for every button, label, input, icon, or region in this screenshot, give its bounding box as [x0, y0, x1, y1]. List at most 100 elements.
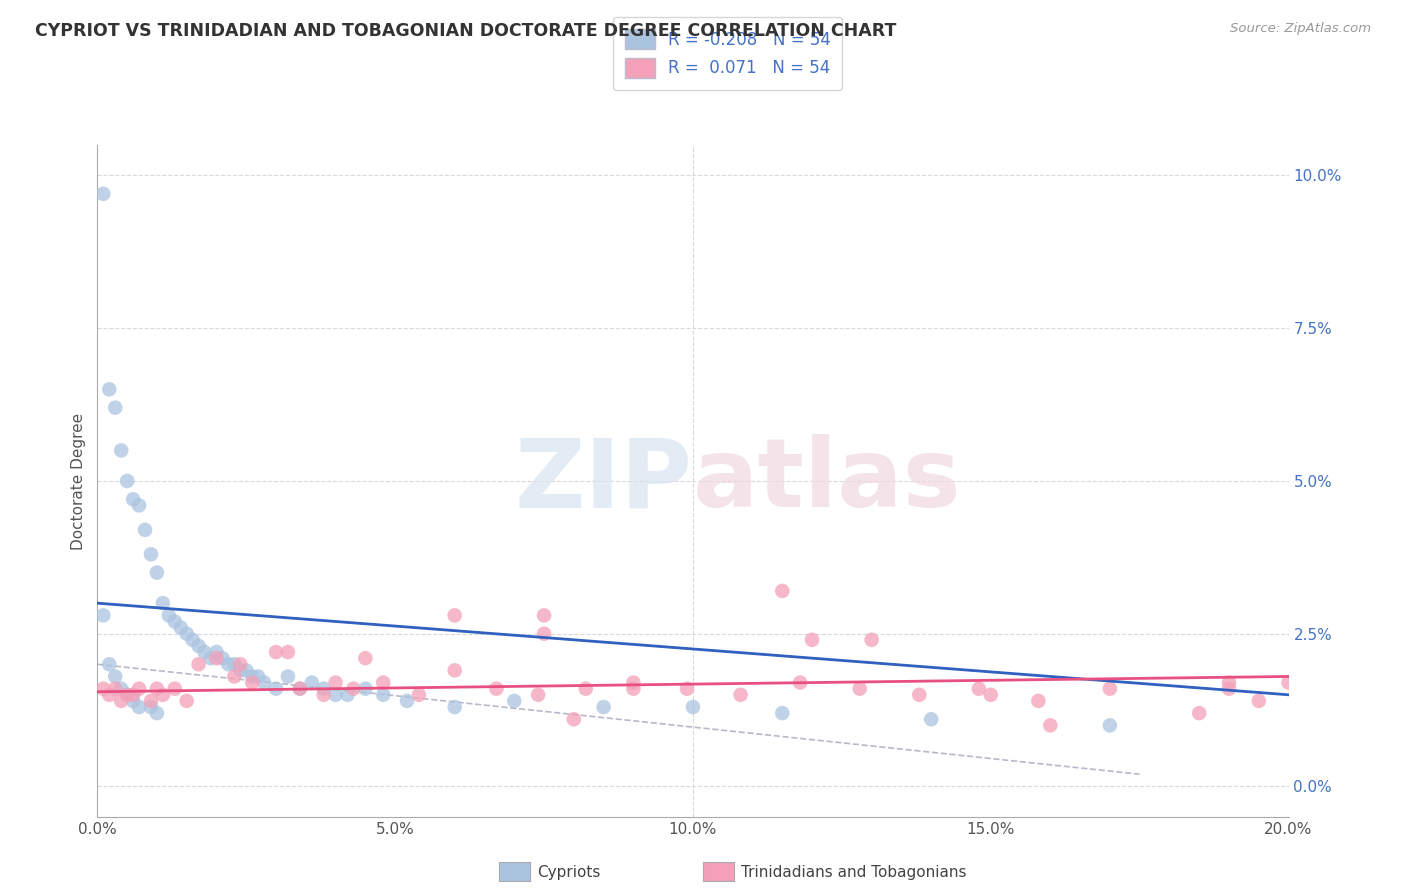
Point — [373, 688, 395, 702]
Legend: R = -0.208   N = 54, R =  0.071   N = 54: R = -0.208 N = 54, R = 0.071 N = 54 — [613, 17, 842, 89]
Point — [152, 596, 174, 610]
Point — [91, 608, 114, 623]
Point — [312, 688, 335, 702]
Point — [1247, 694, 1270, 708]
Point — [354, 651, 377, 665]
Point — [288, 681, 311, 696]
Point — [217, 657, 239, 672]
Point — [770, 706, 793, 720]
Text: atlas: atlas — [693, 434, 962, 527]
Point — [146, 706, 169, 720]
Point — [770, 583, 793, 598]
Point — [485, 681, 508, 696]
Point — [967, 681, 990, 696]
Point — [235, 664, 257, 678]
Point — [1098, 718, 1121, 732]
Point — [592, 700, 614, 714]
Point — [527, 688, 550, 702]
Text: Source: ZipAtlas.com: Source: ZipAtlas.com — [1230, 22, 1371, 36]
Point — [91, 681, 114, 696]
Point — [860, 632, 883, 647]
Point — [920, 712, 942, 726]
Point — [128, 681, 150, 696]
Point — [342, 681, 364, 696]
Point — [104, 669, 127, 683]
Point — [443, 700, 465, 714]
Point — [122, 694, 145, 708]
Point — [325, 688, 347, 702]
Point — [211, 651, 233, 665]
Point — [128, 700, 150, 714]
Point — [229, 664, 252, 678]
Point — [200, 651, 222, 665]
Point — [176, 626, 198, 640]
Point — [676, 681, 699, 696]
Point — [163, 615, 186, 629]
Point — [1098, 681, 1121, 696]
Point — [730, 688, 752, 702]
Point — [187, 657, 209, 672]
Point — [621, 675, 644, 690]
Point — [1028, 694, 1050, 708]
Point — [98, 382, 121, 396]
Text: Cypriots: Cypriots — [537, 865, 600, 880]
Point — [98, 688, 121, 702]
Point — [533, 608, 555, 623]
Point — [181, 632, 204, 647]
Point — [336, 688, 359, 702]
Point — [264, 681, 287, 696]
Point — [301, 675, 323, 690]
Point — [354, 681, 377, 696]
Point — [139, 694, 162, 708]
Point — [503, 694, 526, 708]
Y-axis label: Doctorate Degree: Doctorate Degree — [72, 412, 86, 549]
Point — [139, 700, 162, 714]
Point — [205, 651, 228, 665]
Point — [224, 669, 246, 683]
Point — [187, 639, 209, 653]
Point — [152, 688, 174, 702]
Point — [176, 694, 198, 708]
Point — [115, 688, 138, 702]
Point — [801, 632, 824, 647]
Point — [288, 681, 311, 696]
Point — [122, 688, 145, 702]
Point — [408, 688, 430, 702]
Point — [229, 657, 252, 672]
Point — [682, 700, 704, 714]
Point — [115, 688, 138, 702]
Point — [205, 645, 228, 659]
Point — [240, 669, 263, 683]
Point — [1039, 718, 1062, 732]
Point — [104, 401, 127, 415]
Point — [575, 681, 598, 696]
Point — [789, 675, 811, 690]
Text: ZIP: ZIP — [515, 434, 693, 527]
Point — [980, 688, 1002, 702]
Point — [163, 681, 186, 696]
Point — [1218, 675, 1240, 690]
Point — [134, 523, 156, 537]
Point — [264, 645, 287, 659]
Point — [373, 675, 395, 690]
Point — [396, 694, 419, 708]
Point — [443, 664, 465, 678]
Text: CYPRIOT VS TRINIDADIAN AND TOBAGONIAN DOCTORATE DEGREE CORRELATION CHART: CYPRIOT VS TRINIDADIAN AND TOBAGONIAN DO… — [35, 22, 897, 40]
Text: Trinidadians and Tobagonians: Trinidadians and Tobagonians — [741, 865, 966, 880]
Point — [533, 626, 555, 640]
Point — [277, 669, 299, 683]
Point — [122, 492, 145, 507]
Point — [1188, 706, 1211, 720]
Point — [157, 608, 180, 623]
Point — [170, 621, 193, 635]
Point — [1218, 681, 1240, 696]
Point — [1277, 675, 1299, 690]
Point — [104, 681, 127, 696]
Point — [91, 186, 114, 201]
Point — [98, 657, 121, 672]
Point — [325, 675, 347, 690]
Point — [253, 675, 276, 690]
Point — [908, 688, 931, 702]
Point — [146, 566, 169, 580]
Point — [312, 681, 335, 696]
